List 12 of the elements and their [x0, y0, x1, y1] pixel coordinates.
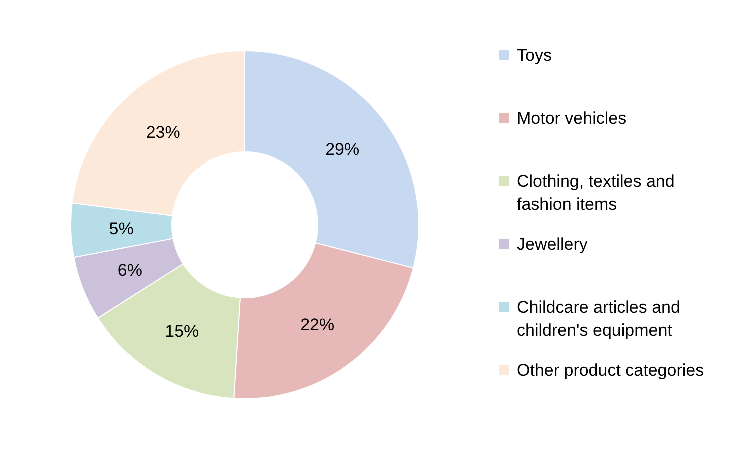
legend-label: Childcare articles and children's equipment [517, 298, 680, 340]
legend-label: Other product categories [517, 361, 704, 380]
data-label: 23% [146, 122, 180, 142]
data-label: 6% [118, 260, 142, 280]
data-label: 22% [300, 315, 335, 334]
data-label: 15% [165, 322, 200, 341]
data-label: 29% [326, 140, 360, 159]
legend-label: Clothing, textiles and fashion items [517, 172, 675, 214]
legend-label: Jewellery [517, 235, 588, 254]
legend-label: Motor vehicles [517, 109, 627, 128]
data-label: 5% [109, 219, 134, 238]
legend-label: Toys [517, 46, 552, 65]
